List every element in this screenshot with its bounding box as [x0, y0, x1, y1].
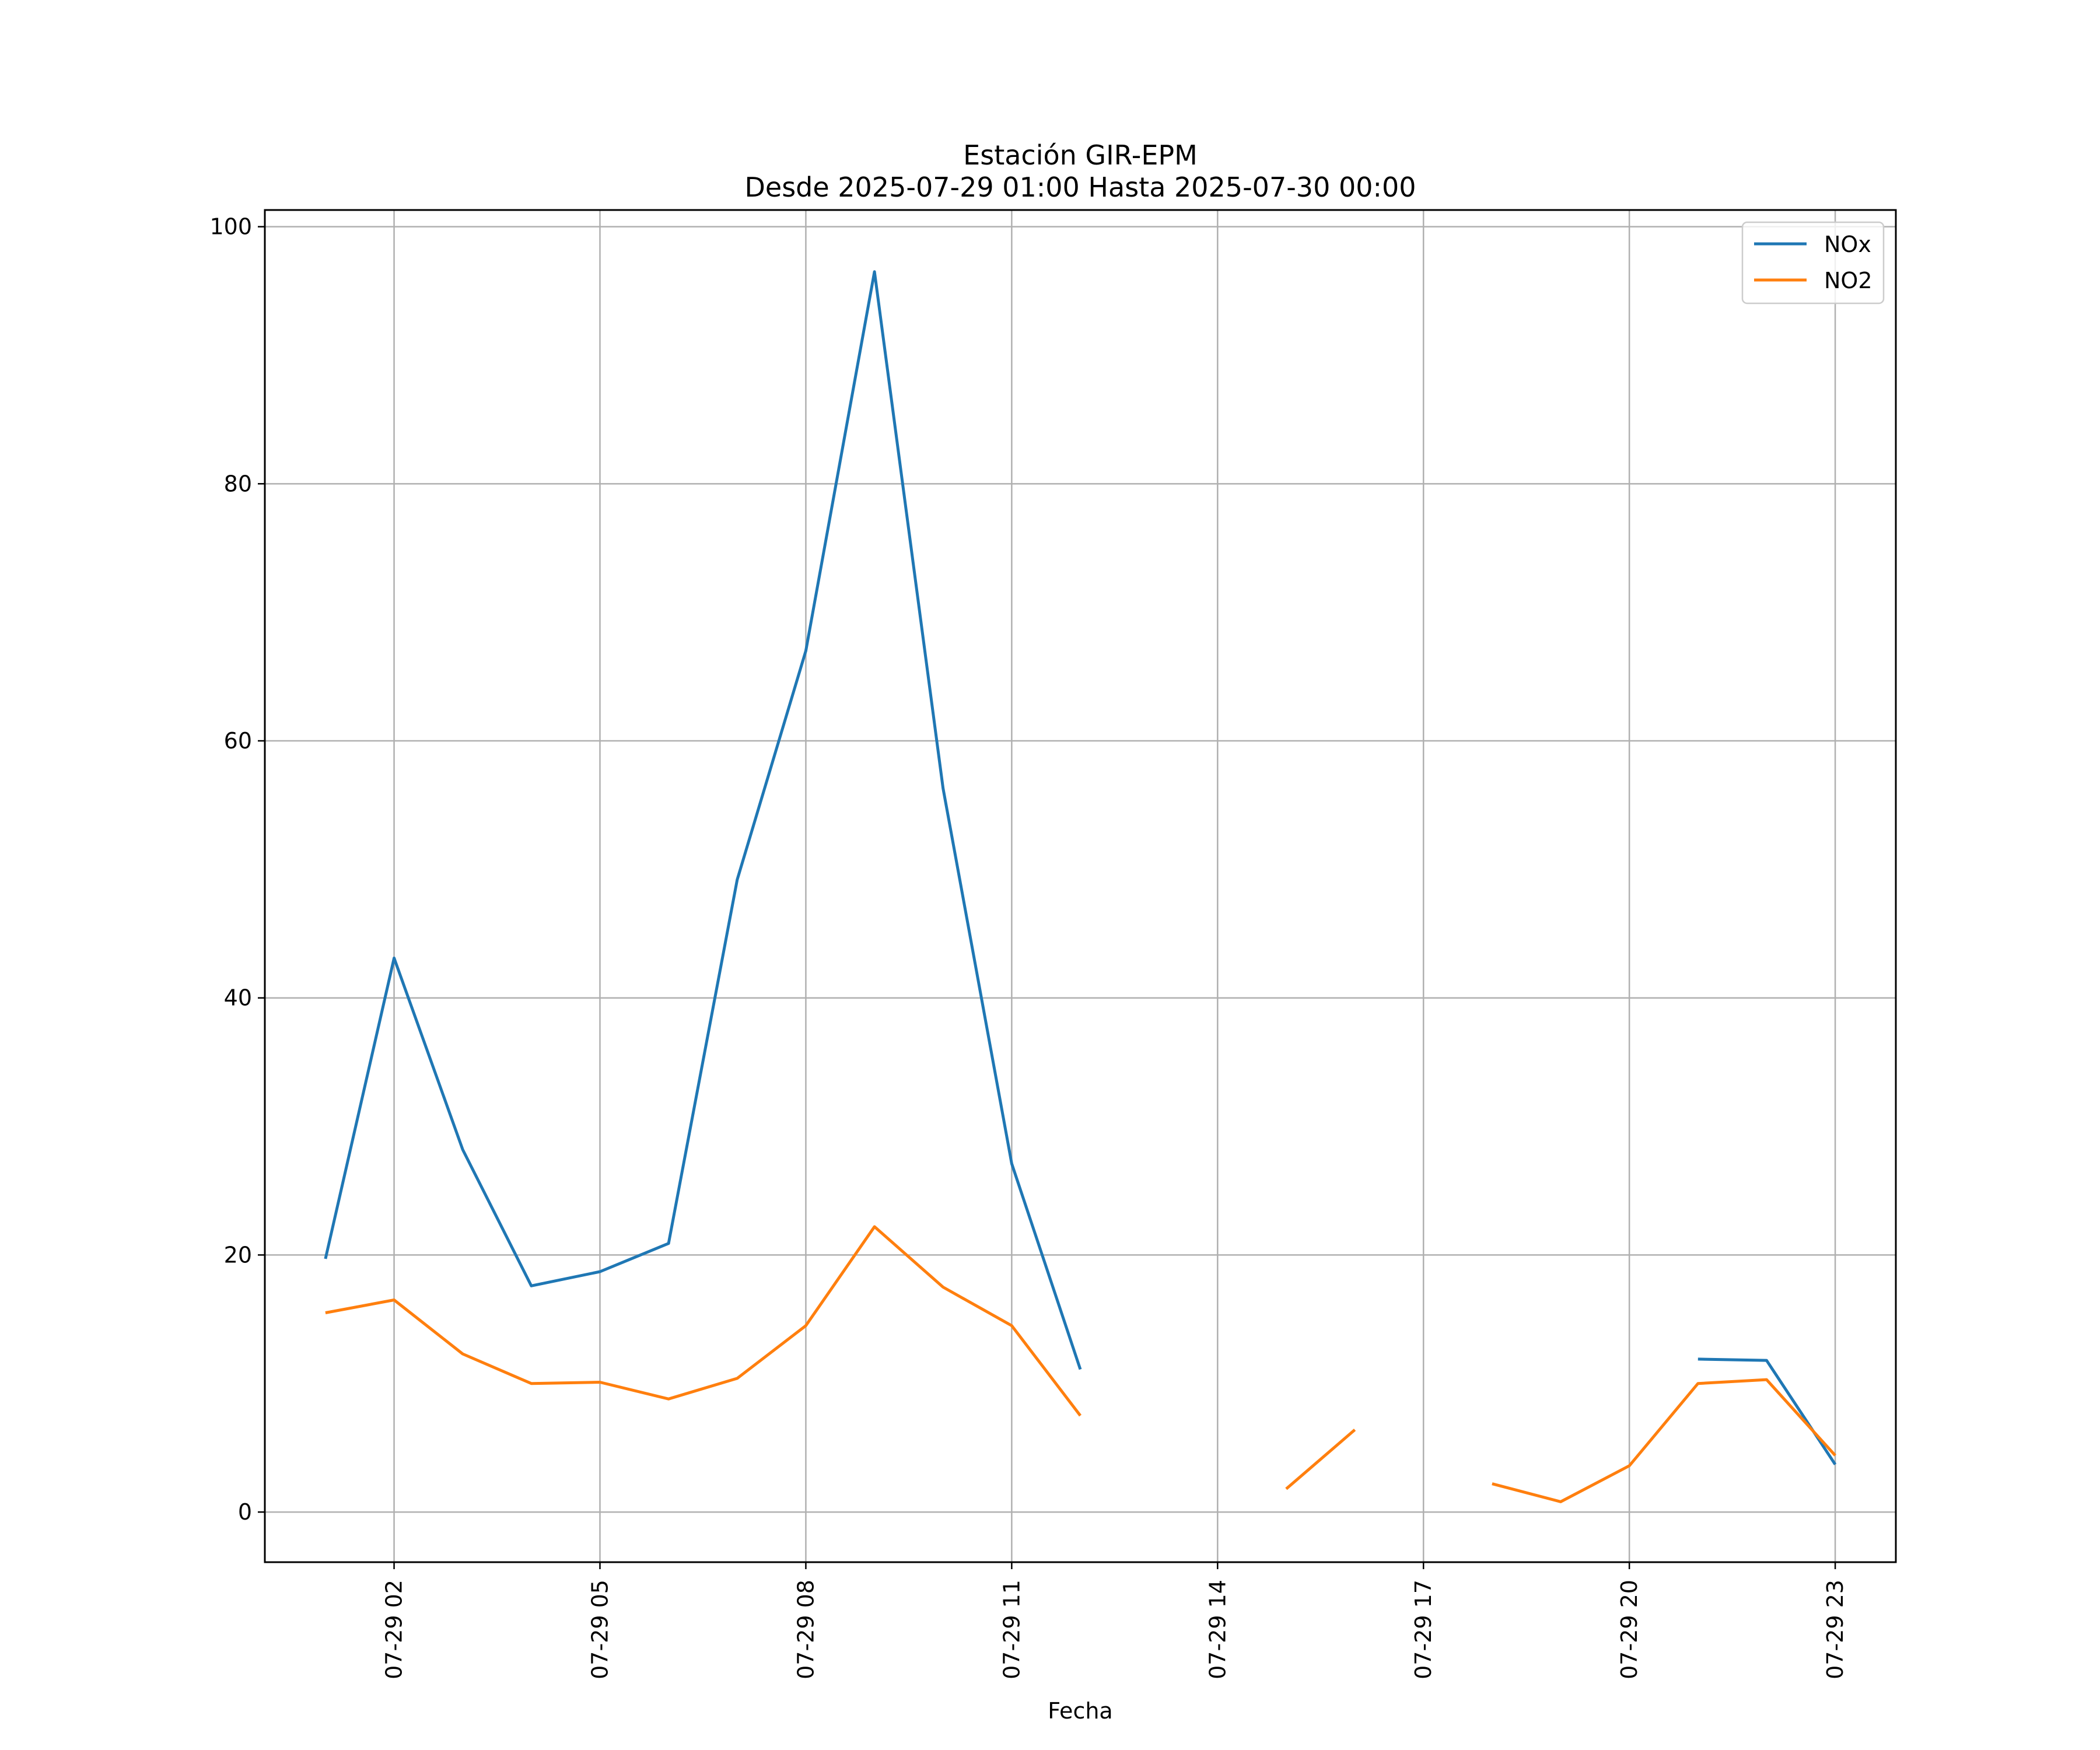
x-tick-label: 07-29 20 — [1616, 1580, 1642, 1679]
y-tick-label: 40 — [224, 985, 252, 1011]
y-tick-label: 0 — [238, 1499, 252, 1525]
x-axis-label: Fecha — [1048, 1698, 1112, 1724]
y-tick-label: 80 — [224, 471, 252, 496]
series-nox-line — [324, 270, 1082, 1370]
y-axis-ticks: 0 20 40 60 80 100 — [209, 214, 265, 1525]
y-tick-label: 100 — [209, 214, 252, 240]
x-axis-ticks: 07-29 02 07-29 05 07-29 08 07-29 11 07-29 14… — [382, 1562, 1848, 1679]
x-tick-label: 07-29 17 — [1410, 1580, 1436, 1679]
x-tick-label: 07-29 05 — [587, 1580, 612, 1679]
legend: NOx NO2 — [1741, 221, 1885, 304]
series-no2-line — [1285, 1429, 1356, 1490]
x-tick-label: 07-29 02 — [382, 1580, 407, 1679]
y-tick-label: 20 — [224, 1242, 252, 1268]
x-tick-label: 07-29 14 — [1205, 1580, 1230, 1679]
x-tick-label: 07-29 11 — [999, 1580, 1024, 1679]
x-tick-label: 07-29 23 — [1822, 1580, 1848, 1679]
grid — [265, 210, 1896, 1562]
chart-subtitle: Desde 2025-07-29 01:00 Hasta 2025-07-30 … — [744, 172, 1416, 203]
series-lines — [324, 270, 1837, 1503]
legend-label-no2: NO2 — [1824, 268, 1873, 293]
series-no2-line — [325, 1225, 1082, 1417]
legend-label-nox: NOx — [1824, 232, 1871, 257]
y-tick-label: 60 — [224, 728, 252, 754]
series-no2-line — [1492, 1378, 1836, 1503]
chart-title: Estación GIR-EPM — [963, 139, 1198, 171]
x-tick-label: 07-29 08 — [793, 1580, 818, 1679]
plot-frame — [264, 209, 1897, 1563]
